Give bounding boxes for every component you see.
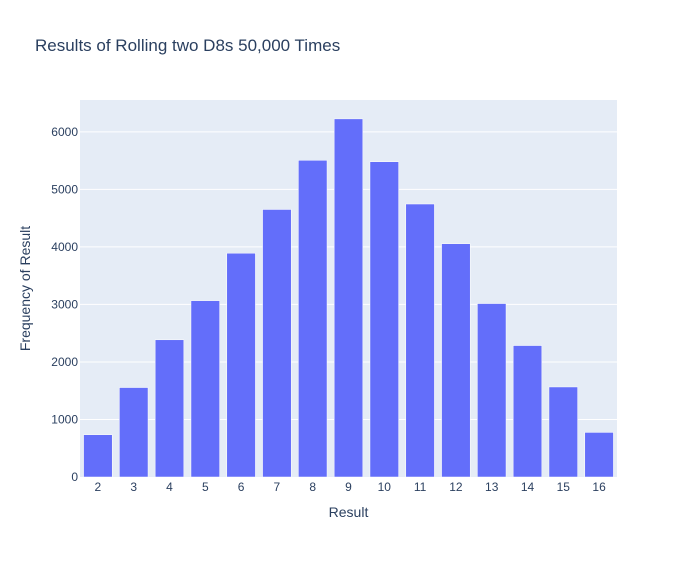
- x-tick-label: 11: [414, 480, 427, 494]
- x-tick-label: 13: [485, 480, 499, 494]
- bar-10[interactable]: [369, 161, 399, 478]
- y-tick-label: 0: [71, 470, 78, 484]
- y-tick-label: 3000: [51, 297, 78, 311]
- bars: [83, 118, 614, 478]
- bar-12[interactable]: [441, 243, 471, 478]
- bar-16[interactable]: [584, 432, 614, 478]
- y-axis-title: Frequency of Result: [17, 226, 33, 351]
- bar-8[interactable]: [298, 160, 328, 478]
- x-tick-label: 5: [202, 480, 209, 494]
- y-tick-label: 1000: [51, 412, 78, 426]
- bar-15[interactable]: [548, 386, 578, 478]
- x-tick-label: 7: [274, 480, 281, 494]
- x-tick-label: 8: [309, 480, 316, 494]
- x-tick-label: 2: [95, 480, 102, 494]
- x-tick-label: 16: [592, 480, 606, 494]
- x-tick-label: 15: [557, 480, 571, 494]
- bar-13[interactable]: [477, 303, 507, 478]
- x-tick-label: 3: [130, 480, 137, 494]
- y-tick-label: 2000: [51, 355, 78, 369]
- bar-5[interactable]: [190, 300, 220, 478]
- y-tick-label: 4000: [51, 240, 78, 254]
- x-tick-label: 6: [238, 480, 245, 494]
- bar-2[interactable]: [83, 434, 113, 478]
- bar-9[interactable]: [333, 118, 364, 478]
- x-tick-label: 9: [345, 480, 352, 494]
- y-tick-label: 6000: [51, 125, 78, 139]
- x-tick-label: 10: [378, 480, 392, 494]
- bar-3[interactable]: [119, 387, 149, 478]
- x-axis-title: Result: [329, 504, 369, 520]
- bar-11[interactable]: [405, 203, 435, 478]
- y-tick-label: 5000: [51, 182, 78, 196]
- x-tick-label: 12: [449, 480, 463, 494]
- bar-7[interactable]: [262, 209, 292, 478]
- x-tick-label: 4: [166, 480, 173, 494]
- bar-6[interactable]: [226, 252, 256, 478]
- chart-title: Results of Rolling two D8s 50,000 Times: [35, 36, 340, 55]
- y-tick-labels: 0 1000 2000 3000 4000 5000 6000: [51, 125, 78, 484]
- x-tick-labels: 2 3 4 5 6 7 8 9 10 11 12 13 14 15 16: [95, 480, 607, 494]
- bar-4[interactable]: [154, 339, 185, 478]
- x-tick-label: 14: [521, 480, 535, 494]
- bar-14[interactable]: [512, 345, 543, 478]
